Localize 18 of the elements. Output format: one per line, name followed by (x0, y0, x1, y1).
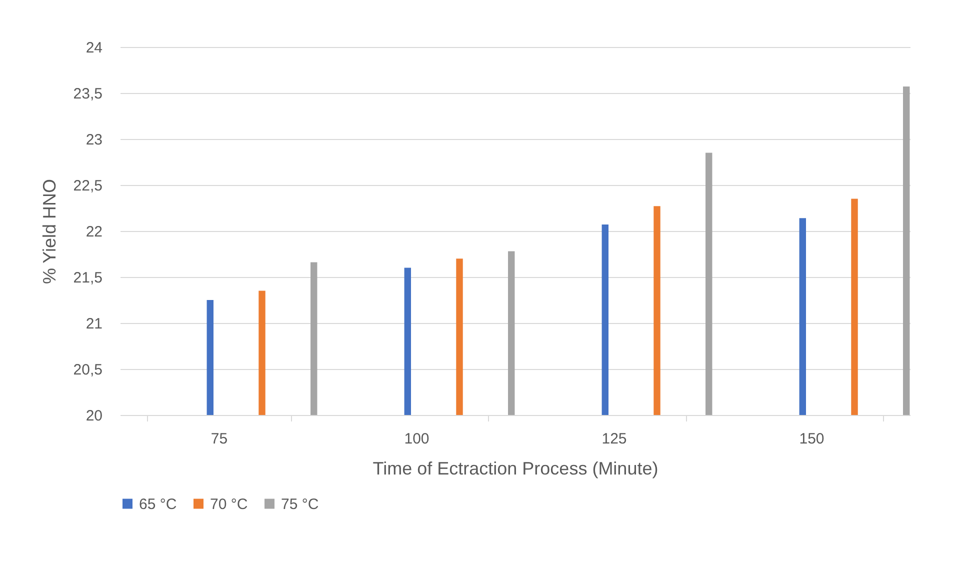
x-axis-title: Time of Ectraction Process (Minute) (372, 458, 658, 478)
y-tick-label: 23 (86, 132, 102, 148)
x-tick-label: 150 (799, 430, 824, 448)
y-tick-label: 23,5 (73, 86, 102, 102)
y-tick-label: 21,5 (73, 270, 102, 286)
y-axis-title: % Yield HNO (39, 178, 60, 284)
x-tick-label: 100 (404, 430, 430, 448)
y-tick-label: 20 (86, 408, 102, 424)
y-tick-label: 24 (86, 40, 102, 56)
x-tick-label: 75 (210, 430, 228, 448)
legend-label: 65 °C (139, 496, 177, 513)
legend-label: 75 °C (281, 496, 319, 513)
y-tick-label: 22,5 (73, 178, 102, 194)
y-tick-label: 20,5 (73, 362, 102, 378)
legend-label: 70 °C (210, 496, 248, 513)
x-tick-label: 125 (602, 430, 627, 448)
y-tick-label: 22 (86, 224, 102, 240)
y-tick-label: 21 (86, 316, 102, 332)
